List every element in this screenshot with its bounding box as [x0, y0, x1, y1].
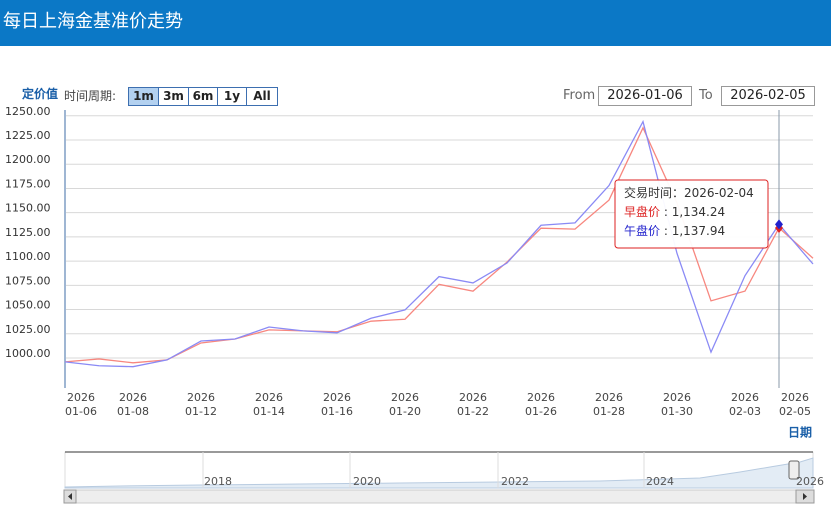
- navigator: [64, 451, 814, 489]
- series-line: [64, 119, 814, 368]
- tooltip-value: 1,137.94: [672, 224, 725, 238]
- x-tick-year: 2026: [67, 391, 95, 404]
- tooltip-label: 交易时间：: [624, 185, 684, 200]
- x-tick-date: 01-06: [65, 405, 97, 418]
- x-tick-year: 2026: [323, 391, 351, 404]
- range-button[interactable]: 3m: [158, 87, 189, 106]
- x-axis-title: 日期: [788, 425, 812, 440]
- x-tick-year: 2026: [255, 391, 283, 404]
- tooltip-row: 早盘价 : 1,134.24: [624, 204, 725, 219]
- tooltip-row: 午盘价 : 1,137.94: [624, 223, 725, 238]
- tooltip-series: 早盘价: [624, 204, 660, 219]
- navigator-series: [64, 457, 814, 489]
- x-tick-date: 01-30: [661, 405, 693, 418]
- navigator-label: 2024: [646, 475, 674, 488]
- range-label: 时间周期:: [64, 89, 117, 103]
- y-tick-label: 1100.00: [5, 250, 51, 263]
- x-tick-date: 01-22: [457, 405, 489, 418]
- x-tick-date: 01-28: [593, 405, 625, 418]
- navigator-label: 2026: [796, 475, 824, 488]
- y-tick-label: 1000.00: [5, 347, 51, 360]
- y-tick-label: 1225.00: [5, 129, 51, 142]
- y-tick-label: 1050.00: [5, 299, 51, 312]
- scroll-left-arrow: [68, 493, 72, 500]
- x-tick-date: 02-05: [779, 405, 811, 418]
- y-tick-label: 1200.00: [5, 153, 51, 166]
- x-tick-year: 2026: [119, 391, 147, 404]
- x-tick-date: 01-14: [253, 405, 285, 418]
- navigator-label: 2018: [204, 475, 232, 488]
- page-title: 每日上海金基准价走势: [3, 11, 183, 32]
- range-button[interactable]: All: [246, 87, 278, 106]
- x-tick-year: 2026: [595, 391, 623, 404]
- navigator-handle[interactable]: [788, 460, 800, 480]
- x-tick-date: 01-08: [117, 405, 149, 418]
- navigator-label: 2022: [501, 475, 529, 488]
- y-tick-label: 1250.00: [5, 105, 51, 118]
- tooltip-date: 交易时间：2026-02-04: [624, 185, 754, 200]
- x-tick-year: 2026: [391, 391, 419, 404]
- scrollbar[interactable]: [63, 489, 815, 504]
- scroll-left[interactable]: [63, 489, 77, 504]
- x-tick-date: 01-26: [525, 405, 557, 418]
- tooltip-sep: :: [660, 224, 672, 238]
- x-tick-year: 2026: [187, 391, 215, 404]
- navigator-label: 2020: [353, 475, 381, 488]
- tooltip-value: 1,134.24: [672, 205, 725, 219]
- tooltip-box: [614, 179, 769, 249]
- range-button[interactable]: 1m: [128, 87, 159, 106]
- hover-marker: [775, 222, 783, 233]
- from-label: From: [563, 88, 596, 103]
- scroll-right-arrow: [803, 493, 807, 500]
- hover-marker: [775, 219, 783, 230]
- x-tick-year: 2026: [527, 391, 555, 404]
- x-tick-year: 2026: [459, 391, 487, 404]
- tooltip-sep: :: [660, 205, 672, 219]
- to-input[interactable]: 2026-02-05: [721, 86, 815, 106]
- y-tick-label: 1025.00: [5, 323, 51, 336]
- x-tick-date: 01-20: [389, 405, 421, 418]
- x-tick-year: 2026: [781, 391, 809, 404]
- tooltip-series: 午盘价: [624, 223, 660, 238]
- y-tick-label: 1175.00: [5, 177, 51, 190]
- x-tick-year: 2026: [731, 391, 759, 404]
- to-label: To: [699, 88, 713, 103]
- x-tick-date: 02-03: [729, 405, 761, 418]
- y-tick-label: 1075.00: [5, 274, 51, 287]
- range-button[interactable]: 1y: [217, 87, 247, 106]
- from-input[interactable]: 2026-01-06: [598, 86, 692, 106]
- tooltip-date-value: 2026-02-04: [684, 186, 754, 200]
- y-tick-label: 1150.00: [5, 202, 51, 215]
- x-tick-year: 2026: [663, 391, 691, 404]
- y-axis-title: 定价值: [22, 87, 59, 101]
- x-tick-date: 01-16: [321, 405, 353, 418]
- series-line: [64, 126, 814, 364]
- x-tick-date: 01-12: [185, 405, 217, 418]
- y-tick-label: 1125.00: [5, 226, 51, 239]
- header-bar: [0, 0, 831, 46]
- scroll-right[interactable]: [795, 489, 815, 504]
- range-button[interactable]: 6m: [188, 87, 218, 106]
